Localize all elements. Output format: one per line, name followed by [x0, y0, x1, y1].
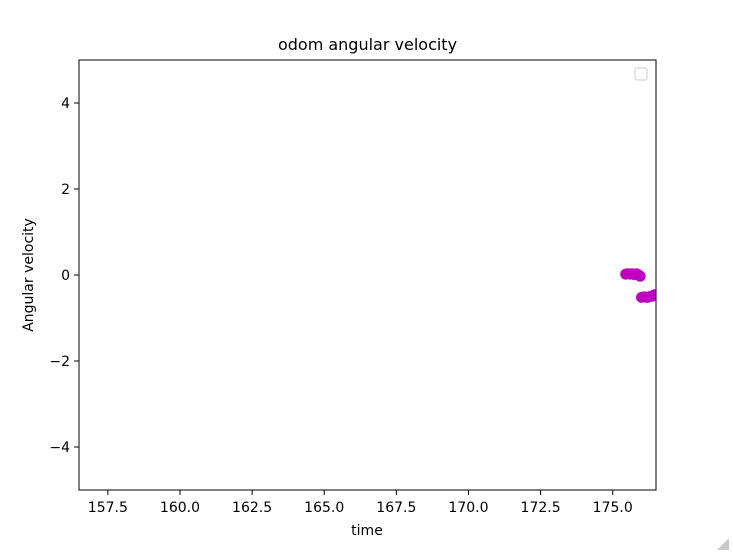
y-tick-label: −2 [49, 354, 70, 370]
x-tick-label: 172.5 [521, 500, 561, 516]
resize-grip-icon [717, 538, 729, 550]
chart-title: odom angular velocity [278, 35, 457, 54]
x-tick-label: 170.0 [448, 500, 488, 516]
x-tick-label: 162.5 [232, 500, 272, 516]
x-axis-label: time [351, 523, 383, 539]
y-tick-label: −4 [49, 440, 70, 456]
window-resize-grip[interactable] [717, 538, 729, 550]
y-tick-label: 0 [61, 268, 70, 284]
y-tick-label: 2 [61, 182, 70, 198]
x-tick-label: 167.5 [376, 500, 416, 516]
x-tick-label: 157.5 [88, 500, 128, 516]
x-tick-label: 165.0 [304, 500, 344, 516]
x-tick-label: 175.0 [593, 500, 633, 516]
y-axis-ticks: −4 −2 0 2 4 [49, 96, 79, 456]
y-axis-label: Angular velocity [21, 218, 37, 332]
x-axis-ticks: 157.5 160.0 162.5 165.0 167.5 170.0 172.5 175.0 [88, 490, 633, 516]
x-tick-label: 160.0 [160, 500, 200, 516]
legend-box [634, 67, 648, 81]
data-point [649, 289, 656, 301]
y-tick-label: 4 [61, 96, 70, 112]
data-point [634, 270, 646, 282]
scatter-points [620, 268, 656, 303]
